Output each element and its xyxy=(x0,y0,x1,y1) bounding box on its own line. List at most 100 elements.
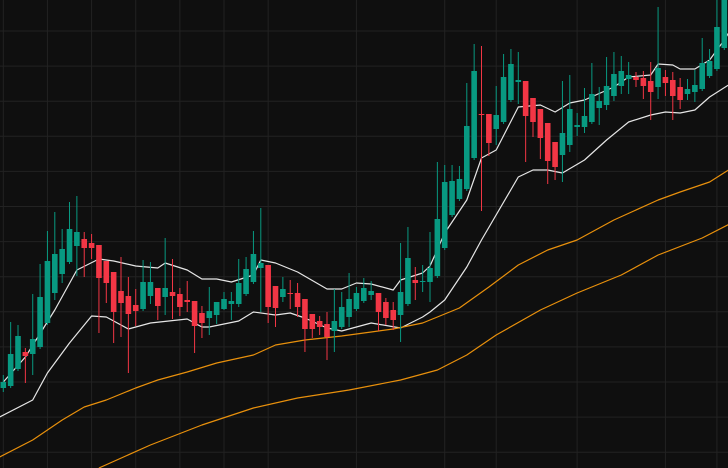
candle-body xyxy=(316,321,323,327)
candle-body xyxy=(0,382,7,388)
candle-body xyxy=(177,294,183,307)
candle-body xyxy=(66,229,73,262)
candle-body xyxy=(132,305,139,311)
candle-body xyxy=(37,297,43,347)
candle-up xyxy=(581,88,588,133)
candle-body xyxy=(29,339,36,354)
candle-up xyxy=(7,322,14,388)
candle-body xyxy=(449,181,455,215)
lower-band-line xyxy=(0,84,728,418)
candle-body xyxy=(353,293,360,309)
candles xyxy=(0,0,728,392)
candle-down xyxy=(522,81,529,162)
candle-down xyxy=(633,72,639,87)
candle-down xyxy=(199,306,205,338)
candle-body xyxy=(471,71,477,158)
candle-down xyxy=(375,293,382,331)
candle-body xyxy=(74,232,80,246)
candle-up xyxy=(338,292,345,329)
candle-up xyxy=(405,227,411,306)
candle-up xyxy=(574,113,580,136)
candle-body xyxy=(125,296,132,314)
candle-body xyxy=(272,286,279,308)
candle-up xyxy=(515,52,522,104)
candle-body xyxy=(199,313,205,323)
candle-body xyxy=(140,282,146,309)
candle-down xyxy=(486,114,492,156)
candle-down xyxy=(110,272,117,343)
candle-down xyxy=(662,70,669,96)
candle-body xyxy=(669,80,676,96)
candle-up xyxy=(611,52,617,101)
candle-up xyxy=(15,325,21,371)
candle-down xyxy=(132,289,139,326)
candle-body xyxy=(405,258,411,304)
candle-up xyxy=(434,162,441,278)
candle-body xyxy=(235,283,242,304)
candle-body xyxy=(596,101,603,108)
candle-body xyxy=(383,302,389,318)
candle-up xyxy=(250,231,257,284)
candle-body xyxy=(419,281,426,282)
candle-up xyxy=(140,260,146,311)
candle-body xyxy=(544,123,551,161)
candle-up xyxy=(471,44,477,160)
candle-body xyxy=(662,77,669,83)
candle-body xyxy=(486,114,492,143)
candle-up xyxy=(699,38,706,91)
candle-up xyxy=(235,259,242,307)
candle-down xyxy=(169,259,176,319)
candle-up xyxy=(51,212,58,300)
candle-body xyxy=(522,81,529,116)
candle-up xyxy=(508,49,514,102)
candle-body xyxy=(375,293,382,312)
candle-up xyxy=(463,83,470,191)
candle-up xyxy=(346,273,352,327)
candle-body xyxy=(515,80,522,82)
candle-body xyxy=(22,352,29,356)
candle-up xyxy=(625,62,632,94)
candle-down xyxy=(177,288,183,316)
candle-up xyxy=(603,57,610,110)
candle-body xyxy=(294,293,301,307)
candle-body xyxy=(103,261,110,283)
candle-up xyxy=(692,70,698,102)
candle-up xyxy=(280,277,286,302)
candle-body xyxy=(169,292,176,296)
candle-down xyxy=(647,62,654,120)
candle-up xyxy=(566,75,573,152)
candle-down xyxy=(294,283,301,317)
candle-body xyxy=(59,249,65,274)
candle-up xyxy=(441,165,448,250)
candle-body xyxy=(699,63,706,89)
candle-body xyxy=(206,311,213,318)
candle-body xyxy=(559,133,566,155)
candle-body xyxy=(213,302,220,315)
candle-down xyxy=(324,312,330,360)
candle-down xyxy=(552,142,558,180)
candle-body xyxy=(640,78,647,86)
candle-down xyxy=(118,257,124,337)
candle-body xyxy=(287,293,294,294)
candle-body xyxy=(500,77,507,122)
candle-up xyxy=(37,264,43,349)
candle-body xyxy=(684,89,691,94)
candle-body xyxy=(88,243,95,248)
candle-up xyxy=(655,7,661,99)
candle-down xyxy=(537,109,544,159)
candle-body xyxy=(257,263,264,268)
candle-up xyxy=(66,202,73,264)
candle-body xyxy=(110,272,117,312)
candle-body xyxy=(360,288,367,301)
candle-body xyxy=(191,301,198,326)
indicator-lines xyxy=(0,32,728,468)
candle-down xyxy=(309,314,316,338)
candle-body xyxy=(427,268,433,282)
candle-down xyxy=(544,123,551,184)
candle-body xyxy=(228,301,235,304)
candle-body xyxy=(714,27,720,69)
upper-band-line xyxy=(2,32,728,383)
candle-body xyxy=(677,87,683,100)
candle-down xyxy=(640,71,647,99)
